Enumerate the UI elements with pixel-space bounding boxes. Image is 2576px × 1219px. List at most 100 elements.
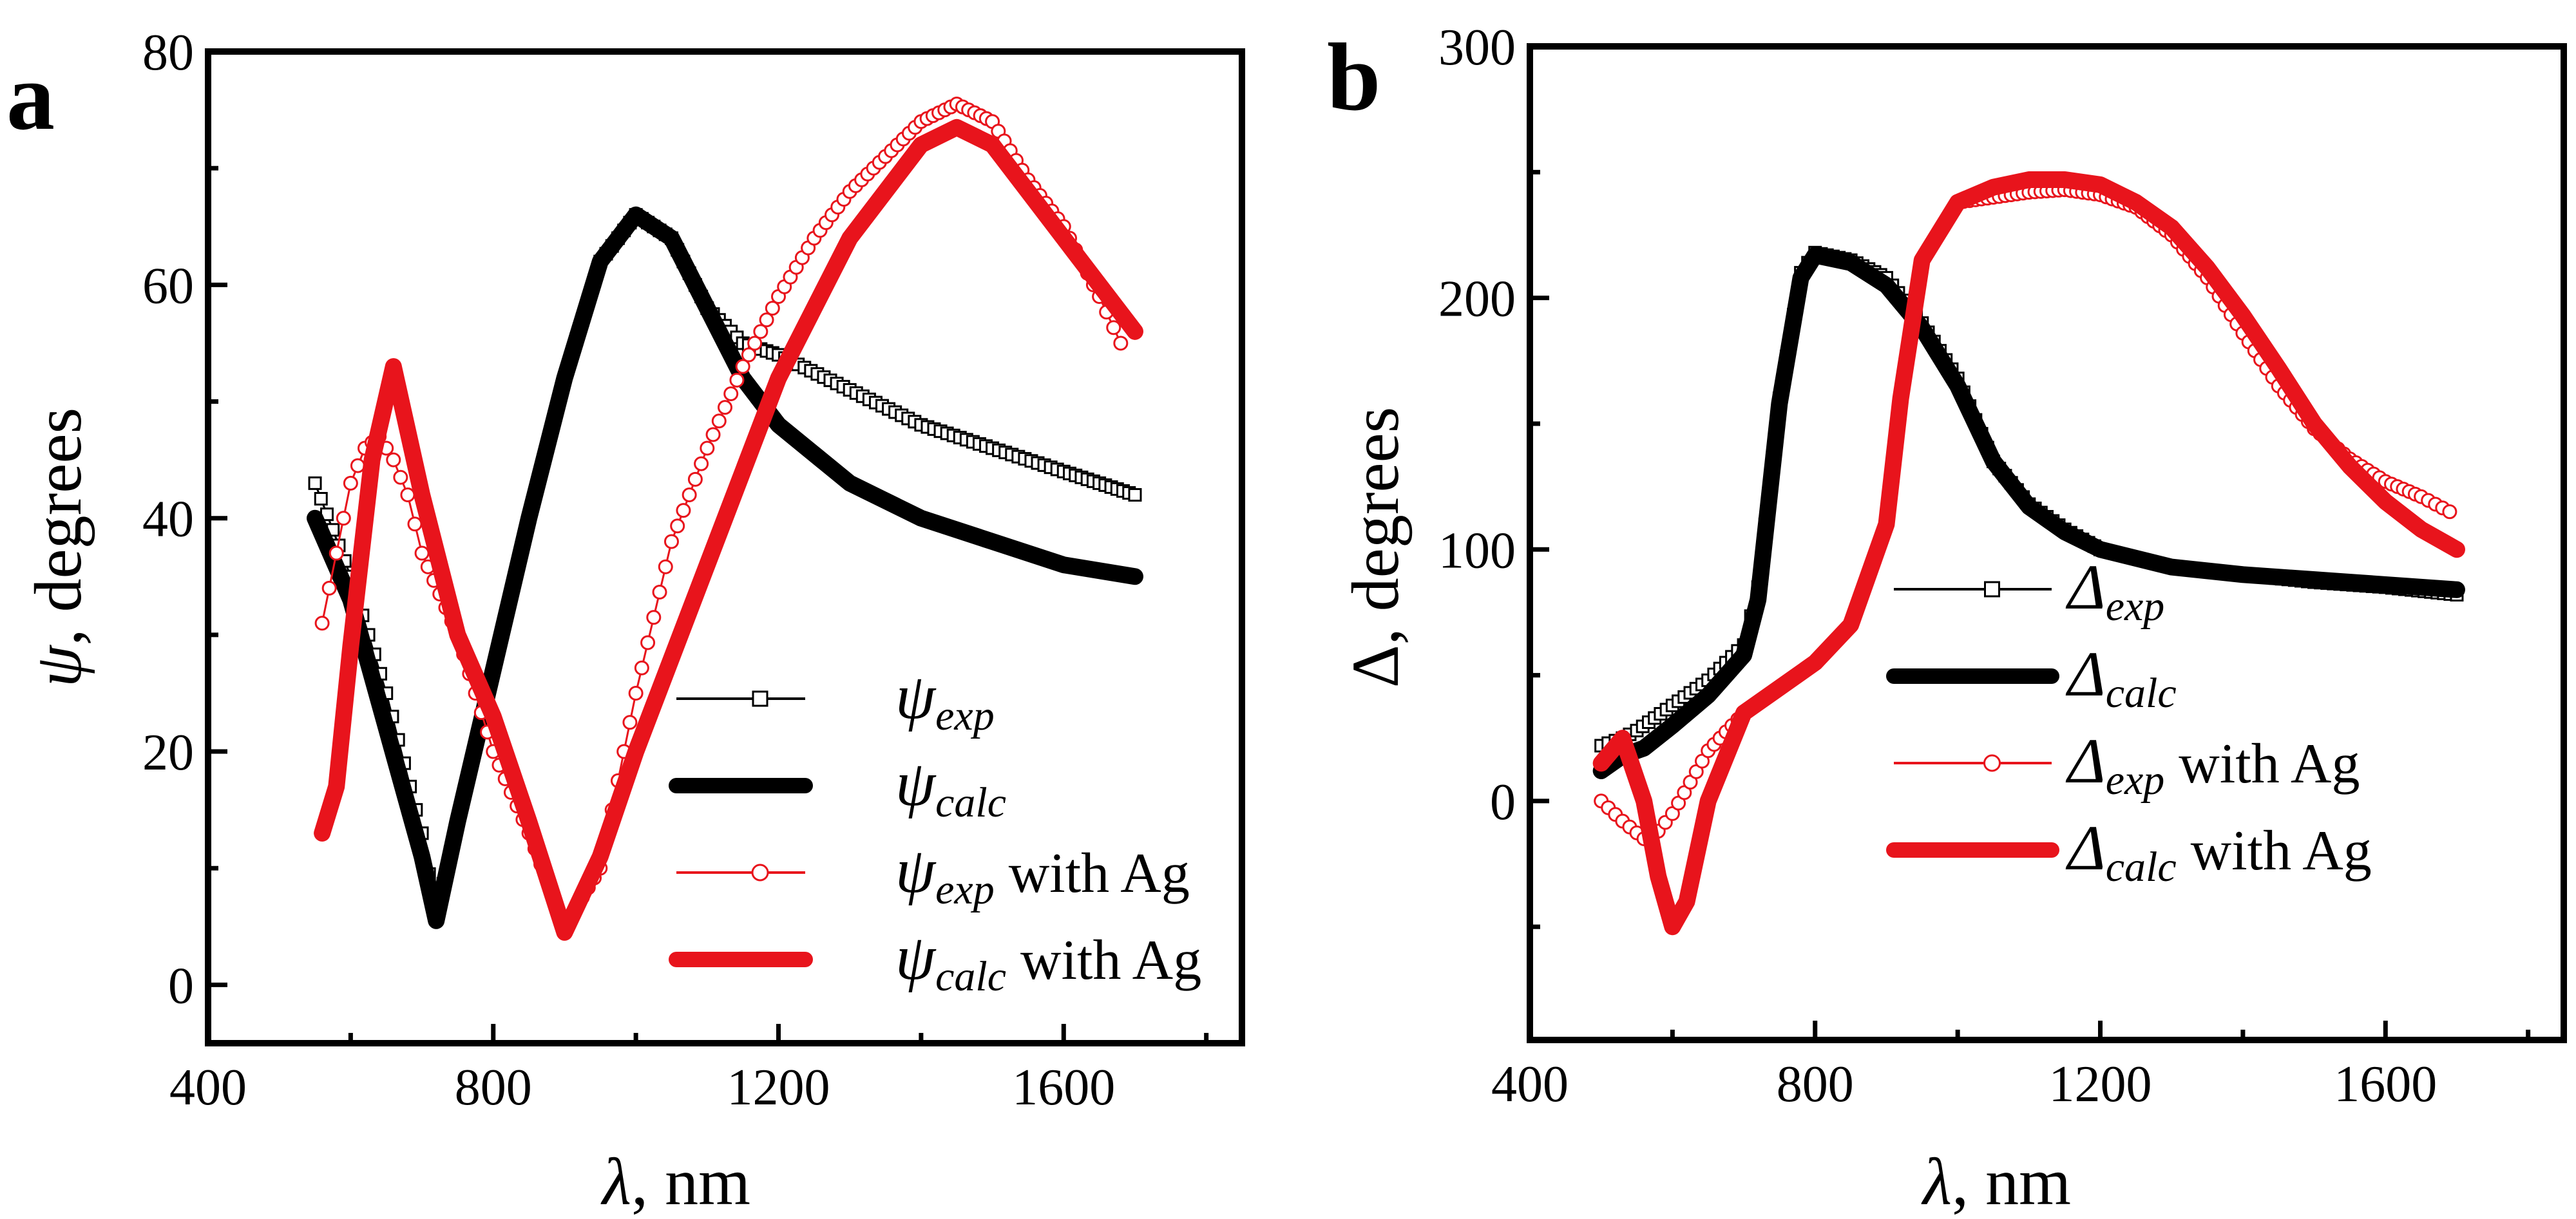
panel-a-series-exp-with-ag-point <box>628 685 644 701</box>
panel-a-series-exp-with-ag-point <box>747 335 763 351</box>
panel-b-y-axis-label: Δ, degrees <box>1339 407 1413 688</box>
panel-b-legend: Δexp Δcalc Δexp with Ag Δcalc with Ag <box>1886 551 2372 891</box>
panel-b-x-tick-label: 800 <box>1777 1056 1854 1113</box>
panel-b-x-axis-unit: , nm <box>1952 1145 2071 1219</box>
panel-a-ticks: 400 800 1200 1600 0 20 40 60 80 <box>142 24 1209 1116</box>
panel-a-series-exp-with-ag-point <box>350 458 365 473</box>
panel-b-legend-item-exp-with-ag: Δexp with Ag <box>1894 725 2360 804</box>
panel-a-y-tick-label: 0 <box>168 958 194 1014</box>
panel-b-x-tick-label: 1200 <box>2049 1056 2152 1113</box>
panel-a-legend-item-exp-with-ag: ψexp with Ag <box>676 835 1190 913</box>
panel-b-y-tick-label: 0 <box>1490 774 1516 831</box>
panel-b-ticks: 400 800 1200 1600 0 100 200 300 <box>1438 19 2531 1113</box>
panel-a-x-tick-label: 800 <box>455 1059 532 1116</box>
panel-a-series-exp-with-ag-point <box>682 487 697 502</box>
panel-b-label: b <box>1327 24 1380 131</box>
panel-a-series-exp-with-ag-point <box>676 503 691 518</box>
panel-a-legend-item-calc-with-ag: ψcalc with Ag <box>669 921 1201 1000</box>
panel-a-x-tick-label: 400 <box>169 1059 247 1116</box>
panel-a-x-axis-unit: , nm <box>631 1145 750 1219</box>
panel-b-legend-item-calc: Δcalc <box>1886 638 2177 717</box>
panel-a-legend-marker <box>751 864 769 882</box>
panel-b-legend-item-exp: Δexp <box>1894 551 2164 630</box>
panel-b-x-tick-label: 1600 <box>2334 1056 2437 1113</box>
panel-a-series-exp-with-ag-point <box>321 580 337 596</box>
panel-b-y-axis-symbol: Δ <box>1339 645 1413 688</box>
panel-a-series-exp-with-ag-point <box>622 715 638 730</box>
panel-b-legend-label: Δcalc with Ag <box>2065 812 2372 891</box>
panel-b-x-axis-label: λ, nm <box>1921 1145 2071 1219</box>
panel-a-y-tick-label: 60 <box>142 258 194 314</box>
panel-a-series-exp-with-ag-point <box>694 456 709 471</box>
panel-a-series-exp-point <box>308 476 322 490</box>
panel-a-y-axis-unit: , degrees <box>21 408 95 646</box>
panel-a-y-axis-label: ψ, degrees <box>21 408 95 687</box>
panel-a-legend-marker <box>752 690 768 707</box>
panel-a-series-exp-point <box>314 492 328 506</box>
panel-a-x-tick-label: 1600 <box>1012 1059 1115 1116</box>
panel-b-legend-label: Δcalc <box>2065 638 2177 717</box>
panel-a-y-tick-label: 20 <box>142 724 194 781</box>
panel-a-series-exp-with-ag-point <box>711 413 727 429</box>
panel-b-series-group <box>1592 171 2465 936</box>
panel-a-series-exp-with-ag-point <box>414 545 430 561</box>
panel-a-series-exp-with-ag-point <box>765 301 780 316</box>
panel-a-series-exp-with-ag-point <box>658 559 673 574</box>
panel-a-series-exp-with-ag-point <box>729 372 745 388</box>
panel-a-x-axis-label: λ, nm <box>600 1145 750 1219</box>
panel-a-series-exp-with-ag-point <box>336 511 351 526</box>
panel-a-series-exp-with-ag-point <box>652 584 667 600</box>
panel-b-series-exp-with-ag-point <box>2442 504 2457 520</box>
panel-a: a 400 800 1200 1600 0 20 40 60 80 λ, nm ψ, degre… <box>6 24 1245 1219</box>
panel-a-series-exp-with-ag-point <box>759 312 774 328</box>
panel-a-series-exp-with-ag-point <box>718 400 732 415</box>
panel-b-legend-marker <box>1984 581 2000 598</box>
panel-a-plot-frame <box>205 48 1245 1046</box>
panel-a-y-tick-label: 40 <box>142 491 194 548</box>
panel-a-legend-label: ψcalc with Ag <box>895 921 1201 1000</box>
panel-a-legend-item-calc: ψcalc <box>669 748 1006 826</box>
panel-b-y-tick-label: 200 <box>1438 271 1516 328</box>
panel-b-legend-item-calc-with-ag: Δcalc with Ag <box>1886 812 2372 891</box>
panel-a-series-exp-with-ag-point <box>1106 320 1121 335</box>
panel-a-series-exp-with-ag-point <box>400 487 415 502</box>
panel-b-series-calc-with-ag <box>1592 171 2465 936</box>
panel-a-series-calc-line <box>307 206 1143 929</box>
panel-a-series-exp-with-ag-point <box>329 545 344 561</box>
panel-b-legend-label: Δexp <box>2065 551 2164 630</box>
panel-a-series-calc-with-ag <box>314 118 1143 941</box>
panel-a-series-exp-with-ag-point <box>670 518 685 534</box>
panel-b-series-calc-line <box>1592 247 2465 780</box>
panel-b-series-calc <box>1592 247 2465 780</box>
panel-a-series-exp-with-ag-point <box>663 534 679 549</box>
panel-b-x-tick-label: 400 <box>1491 1056 1569 1113</box>
panel-a-series-exp-with-ag-point <box>1113 335 1129 351</box>
panel-a-series-exp-with-ag-point <box>640 635 656 650</box>
panel-a-series-calc-with-ag-line <box>314 118 1143 941</box>
panel-a-x-tick-label: 1200 <box>727 1059 830 1116</box>
panel-a-series-exp-with-ag-point <box>700 440 715 456</box>
panel-a-series-exp-with-ag-point <box>634 660 649 676</box>
panel-a-series-exp-with-ag-point <box>705 427 721 442</box>
panel-a-series-exp-with-ag-point <box>343 475 358 491</box>
panel-a-legend-label: ψexp <box>895 661 995 739</box>
panel-a-legend-label: ψexp with Ag <box>895 835 1190 913</box>
panel-b-y-tick-label: 300 <box>1438 19 1516 76</box>
panel-a-series-exp-with-ag-point <box>386 452 401 468</box>
panel-b-legend-label: Δexp with Ag <box>2065 725 2360 804</box>
panel-a-series-exp-with-ag-point <box>393 469 408 485</box>
panel-a-legend: ψexp ψcalc ψexp with Ag ψcalc with Ag <box>669 661 1201 1000</box>
panel-a-x-axis-symbol: λ <box>600 1145 631 1219</box>
panel-b-legend-marker <box>1983 754 2001 772</box>
panel-a-series-exp-with-ag-point <box>407 516 423 532</box>
panel-a-series-group <box>307 97 1143 941</box>
panel-a-series-exp-point <box>1128 487 1142 502</box>
panel-a-series-exp-with-ag-point <box>314 616 330 631</box>
panel-a-series-calc <box>307 206 1143 929</box>
panel-b-y-tick-label: 100 <box>1438 522 1516 579</box>
panel-b-plot-frame <box>1527 43 2567 1043</box>
panel-b: b 400 800 1200 1600 0 100 200 300 λ, nm Δ, degr… <box>1327 19 2567 1219</box>
panel-a-label: a <box>6 43 55 150</box>
